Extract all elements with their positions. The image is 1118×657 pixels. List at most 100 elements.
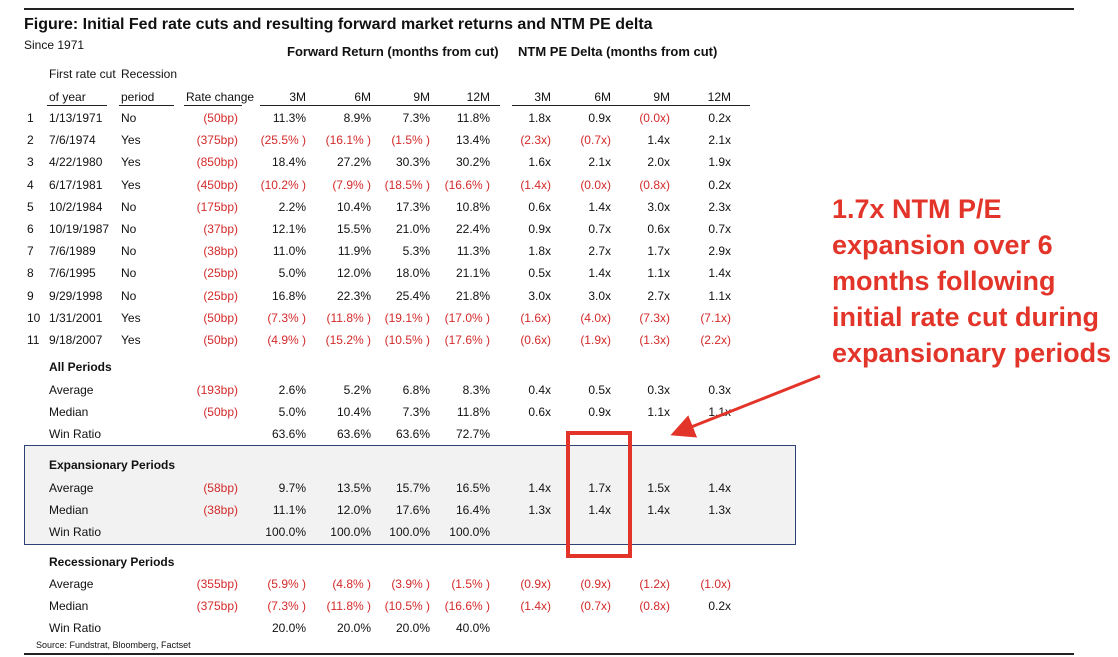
summary-rate-change: (58bp) bbox=[203, 481, 238, 495]
row-fwd-return: 11.3% bbox=[456, 244, 490, 258]
row-fwd-return: 18.4% bbox=[271, 155, 306, 169]
row-pe-delta: 0.2x bbox=[708, 111, 731, 125]
row-pe-delta: (0.0x) bbox=[639, 111, 670, 125]
row-recession: Yes bbox=[121, 155, 141, 169]
col-header-recession-line2: period bbox=[121, 90, 155, 104]
header-underline bbox=[119, 105, 174, 106]
row-fwd-return: 22.3% bbox=[336, 289, 371, 303]
summary-fwd-return: 40.0% bbox=[455, 621, 490, 635]
row-pe-delta: 1.1x bbox=[647, 266, 670, 280]
row-number: 5 bbox=[27, 200, 34, 214]
summary-pe-delta: 0.6x bbox=[528, 405, 551, 419]
summary-row-label: Average bbox=[49, 577, 94, 591]
col-header-pe-3M: 3M bbox=[534, 90, 551, 104]
row-fwd-return: (18.5% ) bbox=[384, 178, 430, 192]
summary-pe-delta: 0.3x bbox=[647, 383, 670, 397]
summary-fwd-return: 11.1% bbox=[272, 503, 306, 517]
source-note: Source: Fundstrat, Bloomberg, Factset bbox=[36, 640, 191, 650]
row-fwd-return: (19.1% ) bbox=[384, 311, 430, 325]
row-rate-change: (50bp) bbox=[203, 333, 238, 347]
summary-fwd-return: (16.6% ) bbox=[444, 599, 490, 613]
row-pe-delta: (1.9x) bbox=[580, 333, 611, 347]
row-fwd-return: (1.5% ) bbox=[391, 133, 430, 147]
row-recession: Yes bbox=[121, 178, 141, 192]
summary-pe-delta: (1.4x) bbox=[520, 599, 551, 613]
row-pe-delta: 1.9x bbox=[708, 155, 731, 169]
header-underline bbox=[47, 105, 107, 106]
col-header-fr-6M: 6M bbox=[354, 90, 371, 104]
row-date: 7/6/1989 bbox=[49, 244, 96, 258]
summary-fwd-return: 100.0% bbox=[389, 525, 430, 539]
summary-fwd-return: 100.0% bbox=[265, 525, 306, 539]
summary-fwd-return: (11.8% ) bbox=[326, 599, 371, 613]
row-fwd-return: 10.8% bbox=[455, 200, 490, 214]
row-fwd-return: (17.0% ) bbox=[444, 311, 490, 325]
row-fwd-return: 5.3% bbox=[402, 244, 430, 258]
row-fwd-return: 16.8% bbox=[271, 289, 306, 303]
section-label: Recessionary Periods bbox=[49, 555, 175, 569]
summary-pe-delta: 1.7x bbox=[588, 481, 611, 495]
row-pe-delta: 3.0x bbox=[647, 200, 670, 214]
row-pe-delta: 1.7x bbox=[647, 244, 670, 258]
summary-fwd-return: 15.7% bbox=[395, 481, 430, 495]
summary-row-label: Median bbox=[49, 599, 89, 613]
summary-fwd-return: 12.0% bbox=[336, 503, 371, 517]
summary-pe-delta: 1.4x bbox=[588, 503, 611, 517]
col-header-first-cut-line2: of year bbox=[49, 90, 86, 104]
summary-fwd-return: 6.8% bbox=[402, 383, 430, 397]
col-header-recession-line1: Recession bbox=[121, 67, 178, 81]
summary-fwd-return: 8.3% bbox=[462, 383, 490, 397]
summary-rate-change: (50bp) bbox=[203, 405, 238, 419]
row-fwd-return: (10.5% ) bbox=[384, 333, 430, 347]
summary-fwd-return: 10.4% bbox=[336, 405, 371, 419]
row-pe-delta: 0.6x bbox=[647, 222, 670, 236]
row-pe-delta: 1.8x bbox=[528, 111, 551, 125]
summary-pe-delta: 0.9x bbox=[588, 405, 611, 419]
summary-fwd-return: 13.5% bbox=[336, 481, 371, 495]
summary-row-label: Median bbox=[49, 405, 89, 419]
row-pe-delta: 1.8x bbox=[528, 244, 551, 258]
summary-fwd-return: 72.7% bbox=[455, 427, 490, 441]
summary-row-label: Average bbox=[49, 481, 94, 495]
col-header-pe-12M: 12M bbox=[707, 90, 731, 104]
row-number: 1 bbox=[27, 111, 34, 125]
row-pe-delta: 1.4x bbox=[647, 133, 670, 147]
summary-fwd-return: 17.6% bbox=[395, 503, 430, 517]
row-number: 3 bbox=[27, 155, 34, 169]
summary-fwd-return: 63.6% bbox=[395, 427, 430, 441]
row-rate-change: (37bp) bbox=[203, 222, 238, 236]
row-fwd-return: 7.3% bbox=[402, 111, 430, 125]
row-fwd-return: 30.2% bbox=[455, 155, 490, 169]
row-recession: No bbox=[121, 244, 137, 258]
summary-pe-delta: 0.4x bbox=[528, 383, 551, 397]
row-fwd-return: (7.3% ) bbox=[267, 311, 306, 325]
row-pe-delta: 2.7x bbox=[647, 289, 670, 303]
summary-fwd-return: 16.5% bbox=[455, 481, 490, 495]
row-pe-delta: (1.6x) bbox=[520, 311, 551, 325]
row-pe-delta: 0.7x bbox=[588, 222, 611, 236]
row-rate-change: (450bp) bbox=[196, 178, 238, 192]
row-recession: No bbox=[121, 200, 137, 214]
summary-fwd-return: 63.6% bbox=[336, 427, 371, 441]
row-number: 4 bbox=[27, 178, 34, 192]
row-number: 10 bbox=[27, 311, 41, 325]
summary-fwd-return: 2.6% bbox=[278, 383, 306, 397]
row-fwd-return: 13.4% bbox=[455, 133, 490, 147]
summary-fwd-return: 16.4% bbox=[455, 503, 490, 517]
section-label: Expansionary Periods bbox=[49, 458, 176, 472]
row-fwd-return: 11.8% bbox=[456, 111, 490, 125]
col-header-first-cut-line1: First rate cut bbox=[49, 67, 116, 81]
row-rate-change: (50bp) bbox=[203, 111, 238, 125]
summary-fwd-return: 20.0% bbox=[336, 621, 371, 635]
figure-subtitle: Since 1971 bbox=[24, 38, 85, 52]
summary-pe-delta: (0.7x) bbox=[580, 599, 611, 613]
callout-text: 1.7x NTM P/E expansion over 6 months fol… bbox=[832, 194, 1112, 368]
section-label: All Periods bbox=[49, 360, 112, 374]
row-pe-delta: (4.0x) bbox=[580, 311, 611, 325]
summary-pe-delta: (1.0x) bbox=[700, 577, 731, 591]
summary-fwd-return: 5.0% bbox=[278, 405, 306, 419]
row-fwd-return: 15.5% bbox=[336, 222, 371, 236]
row-pe-delta: 2.1x bbox=[588, 155, 611, 169]
row-pe-delta: (2.3x) bbox=[520, 133, 551, 147]
row-pe-delta: (0.6x) bbox=[520, 333, 551, 347]
